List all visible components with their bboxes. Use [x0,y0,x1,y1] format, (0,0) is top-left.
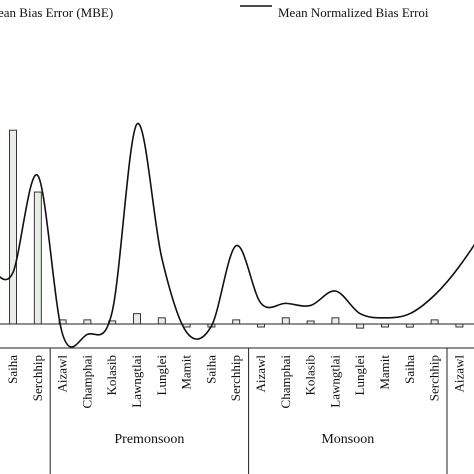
category-label: Aizawl [253,355,268,393]
category-label: Kolasib [104,355,119,395]
legend-line-label: Mean Normalized Bias Erroi [278,5,429,20]
category-label: Saiha [5,355,20,384]
bar [83,319,92,325]
bar [33,191,42,325]
group-labels: Premonsoon Monsoon [114,432,374,447]
legend: ean Bias Error (MBE) Mean Normalized Bia… [0,5,429,20]
bar [9,129,17,325]
bar [430,319,439,325]
category-label: Champhai [278,355,293,409]
category-label: Aizawl [55,355,70,393]
group-label: Monsoon [321,432,374,447]
category-label: Saiha [402,355,417,384]
category-label: Lunglei [352,355,367,396]
category-label: Lawngtlai [327,355,342,408]
category-label: Saiha [203,355,218,384]
bar [133,313,141,325]
group-label: Premonsoon [114,432,184,447]
bar [157,317,166,325]
bar [281,317,290,325]
category-labels: Saiha Serchhip Aizawl Champhai Kolasib Lawngt… [5,355,466,409]
mnbe-line [0,123,474,348]
category-label: Mamit [179,355,194,390]
category-label: Serchhip [30,355,45,401]
category-label: Mamit [377,355,392,390]
bar [331,317,340,325]
category-label: Serchhip [228,355,243,401]
category-label: Kolasib [303,355,318,395]
category-label: Aizawl [451,355,466,393]
bar [232,319,241,325]
category-label: Lunglei [154,355,169,396]
bar [356,323,365,329]
legend-bar-label: ean Bias Error (MBE) [0,5,113,20]
bar-series [9,129,464,329]
category-label: Champhai [79,355,94,409]
category-label: Lawngtlai [129,355,144,408]
line-series [0,123,474,348]
category-axis [0,347,474,474]
category-label: Serchhip [427,355,442,401]
